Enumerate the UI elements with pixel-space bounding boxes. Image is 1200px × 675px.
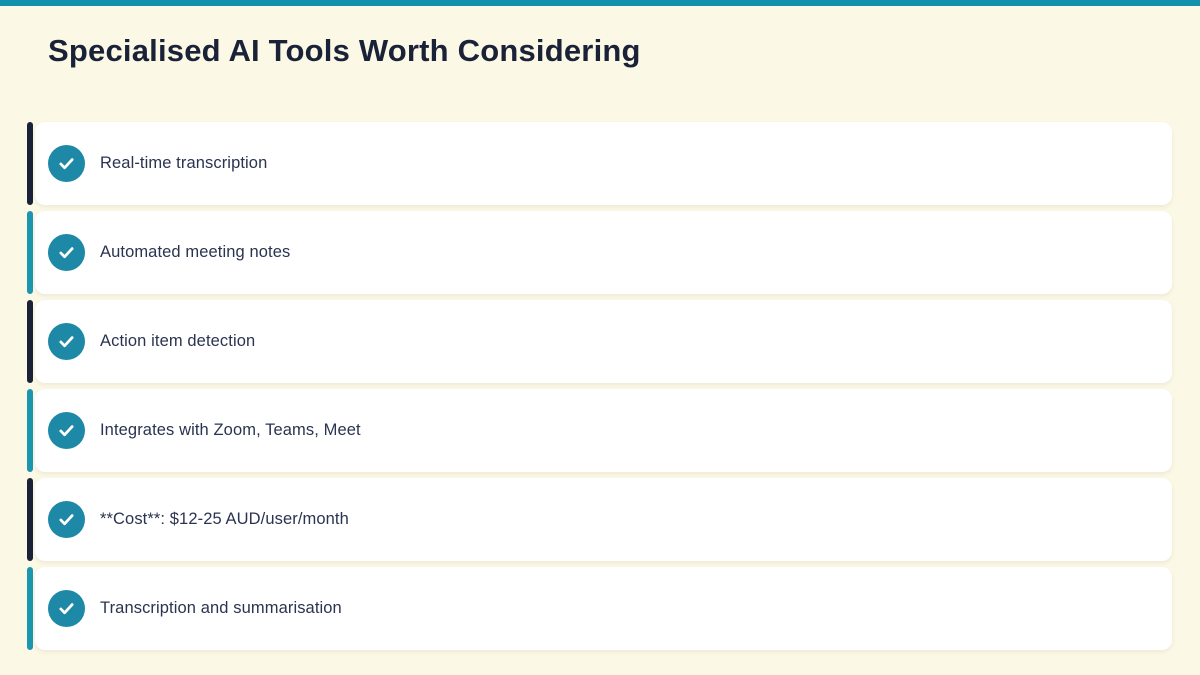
accent-bar — [27, 478, 33, 561]
list-item: Real-time transcription — [27, 122, 1172, 205]
check-icon — [48, 145, 85, 182]
check-icon — [48, 234, 85, 271]
list-item-card: **Cost**: $12-25 AUD/user/month — [35, 478, 1172, 561]
list-item: Integrates with Zoom, Teams, Meet — [27, 389, 1172, 472]
accent-bar — [27, 122, 33, 205]
list-item-label: Real-time transcription — [100, 154, 268, 172]
list-item: Action item detection — [27, 300, 1172, 383]
list-item-label: Integrates with Zoom, Teams, Meet — [100, 421, 361, 439]
check-icon — [48, 323, 85, 360]
checklist: Real-time transcription Automated meetin… — [27, 122, 1172, 656]
page-title: Specialised AI Tools Worth Considering — [48, 33, 641, 68]
check-icon — [48, 501, 85, 538]
list-item: Automated meeting notes — [27, 211, 1172, 294]
accent-bar — [27, 300, 33, 383]
list-item-label: Action item detection — [100, 332, 256, 350]
list-item-card: Action item detection — [35, 300, 1172, 383]
accent-bar — [27, 567, 33, 650]
list-item-card: Real-time transcription — [35, 122, 1172, 205]
list-item-label: Transcription and summarisation — [100, 599, 342, 617]
list-item-card: Automated meeting notes — [35, 211, 1172, 294]
top-accent-bar — [0, 0, 1200, 6]
list-item: Transcription and summarisation — [27, 567, 1172, 650]
list-item-card: Integrates with Zoom, Teams, Meet — [35, 389, 1172, 472]
list-item: **Cost**: $12-25 AUD/user/month — [27, 478, 1172, 561]
check-icon — [48, 412, 85, 449]
accent-bar — [27, 389, 33, 472]
list-item-label: Automated meeting notes — [100, 243, 291, 261]
accent-bar — [27, 211, 33, 294]
check-icon — [48, 590, 85, 627]
list-item-label: **Cost**: $12-25 AUD/user/month — [100, 510, 349, 528]
list-item-card: Transcription and summarisation — [35, 567, 1172, 650]
